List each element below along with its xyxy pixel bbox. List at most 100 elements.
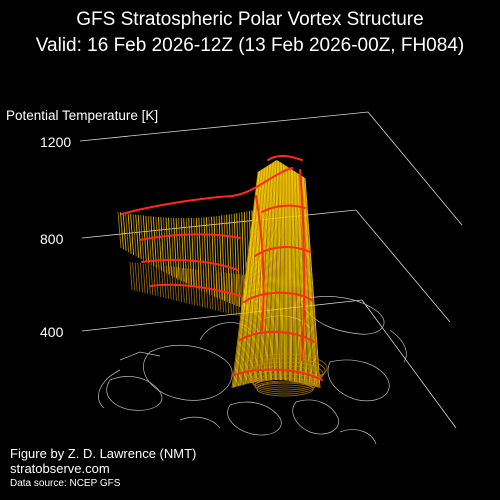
sheet-hatch-40 xyxy=(218,215,223,300)
sheet-hatch-21 xyxy=(170,217,175,278)
column-hatch-25 xyxy=(263,161,276,381)
sheet-lower-hatch-27 xyxy=(200,269,203,308)
column-hatch-37 xyxy=(278,164,284,381)
sheet-hatch-42 xyxy=(223,215,228,302)
sheet-lower-hatch-2 xyxy=(134,262,138,292)
sheet-hatch-22 xyxy=(173,217,178,279)
column-hatch-30 xyxy=(269,160,279,381)
column-hatch-32 xyxy=(272,161,281,381)
sheet-hatch-4 xyxy=(127,213,132,254)
column-hatch-10 xyxy=(244,167,266,385)
plane-800 xyxy=(81,209,451,323)
column-hatch-14 xyxy=(249,165,268,384)
chart-subtitle: Valid: 16 Feb 2026-12Z (13 Feb 2026-00Z,… xyxy=(35,35,465,56)
column-hatch-36 xyxy=(277,163,283,381)
column-hatch-17 xyxy=(253,164,271,383)
sheet-hatch-43 xyxy=(226,214,231,304)
sheet-hatch-2 xyxy=(122,212,127,251)
map-coastline-3 xyxy=(327,359,390,402)
sheet-lower-hatch-30 xyxy=(208,270,211,310)
sheet-lower-hatch-33 xyxy=(215,271,219,312)
sheet-lower-hatch-16 xyxy=(171,266,175,301)
map-coastline-5 xyxy=(292,399,339,435)
sheet-hatch-5 xyxy=(130,213,135,256)
sheet-hatch-45 xyxy=(231,213,236,306)
sheet-lower-hatch-12 xyxy=(161,265,164,298)
map-coastline-11 xyxy=(339,429,377,445)
sheet-lower-hatch-7 xyxy=(147,264,151,295)
sheet-lower-hatch-25 xyxy=(194,269,198,306)
base-ring-5 xyxy=(252,373,318,393)
sheet-hatch-13 xyxy=(150,216,155,267)
sheet-hatch-29 xyxy=(190,217,195,288)
map-coastline-7 xyxy=(119,351,161,361)
credit-author: Figure by Z. D. Lawrence (NMT) xyxy=(10,446,197,461)
contour-line-3 xyxy=(141,259,239,271)
chart-title: GFS Stratospheric Polar Vortex Structure xyxy=(76,9,424,30)
contour-line-0 xyxy=(121,167,293,215)
sheet-hatch-3 xyxy=(125,213,130,253)
sheet-hatch-30 xyxy=(193,217,198,289)
column-hatch-23 xyxy=(260,161,275,382)
base-ring-3 xyxy=(248,365,322,389)
vortex-column xyxy=(231,160,328,397)
sheet-lower-hatch-13 xyxy=(163,265,167,299)
sheet-hatch-39 xyxy=(216,216,220,299)
sheet-lower-hatch-10 xyxy=(155,264,159,297)
sheet-hatch-19 xyxy=(165,217,170,275)
column-hatch-41 xyxy=(283,165,287,381)
column-hatch-34 xyxy=(274,162,282,381)
sheet-lower-hatch-15 xyxy=(168,266,172,300)
column-hatch-2 xyxy=(234,171,260,388)
vortex-contours xyxy=(121,154,323,381)
map-coastline-2 xyxy=(299,296,385,335)
sheet-hatch-26 xyxy=(183,218,188,284)
contour-line-6 xyxy=(254,246,311,257)
sheet-lower-hatch-0 xyxy=(129,261,133,291)
sheet-hatch-46 xyxy=(233,213,238,307)
column-hatch-68 xyxy=(303,177,320,388)
sheet-lower-hatch-14 xyxy=(166,266,169,299)
vortex-left-sheet xyxy=(117,208,266,319)
sheet-hatch-44 xyxy=(228,214,233,305)
base-ring-6 xyxy=(254,377,316,395)
column-hatch-27 xyxy=(265,160,277,381)
sheet-hatch-23 xyxy=(175,217,180,280)
sheet-lower-hatch-3 xyxy=(137,262,141,292)
sheet-lower-hatch-26 xyxy=(197,269,201,307)
sheet-lower-hatch-11 xyxy=(158,265,162,298)
sheet-hatch-20 xyxy=(168,217,172,276)
column-hatch-0 xyxy=(231,171,259,389)
sheet-hatch-1 xyxy=(120,212,124,250)
sheet-hatch-12 xyxy=(147,215,152,265)
column-hatch-35 xyxy=(276,163,283,381)
column-hatch-9 xyxy=(243,168,265,385)
contour-line-2 xyxy=(139,233,241,241)
sheet-lower-hatch-32 xyxy=(213,271,216,311)
column-hatch-11 xyxy=(245,167,266,385)
column-hatch-22 xyxy=(259,162,274,382)
sheet-hatch-48 xyxy=(238,212,243,308)
column-hatch-59 xyxy=(297,173,308,385)
sheet-lower-hatch-31 xyxy=(210,271,214,310)
column-hatch-24 xyxy=(262,161,275,381)
map-coastline-4 xyxy=(227,401,282,436)
column-hatch-40 xyxy=(282,165,286,381)
sheet-hatch-8 xyxy=(137,214,142,260)
column-hatch-3 xyxy=(235,170,261,387)
column-hatch-42 xyxy=(285,166,288,381)
column-hatch-16 xyxy=(251,164,270,383)
column-hatch-33 xyxy=(273,162,281,381)
map-coastline-12 xyxy=(389,329,407,363)
credit-site: stratobserve.com xyxy=(10,461,110,476)
z-tick-label-400: 400 xyxy=(40,324,64,340)
column-hatch-8 xyxy=(241,168,264,386)
z-axis-label: Potential Temperature [K] xyxy=(6,108,159,123)
contour-line-8 xyxy=(239,331,315,343)
column-hatch-7 xyxy=(240,168,264,386)
sheet-lower-hatch-8 xyxy=(150,264,154,296)
sheet-hatch-7 xyxy=(135,214,140,258)
sheet-hatch-41 xyxy=(221,215,226,301)
credit-data-source: Data source: NCEP GFS xyxy=(10,478,121,489)
